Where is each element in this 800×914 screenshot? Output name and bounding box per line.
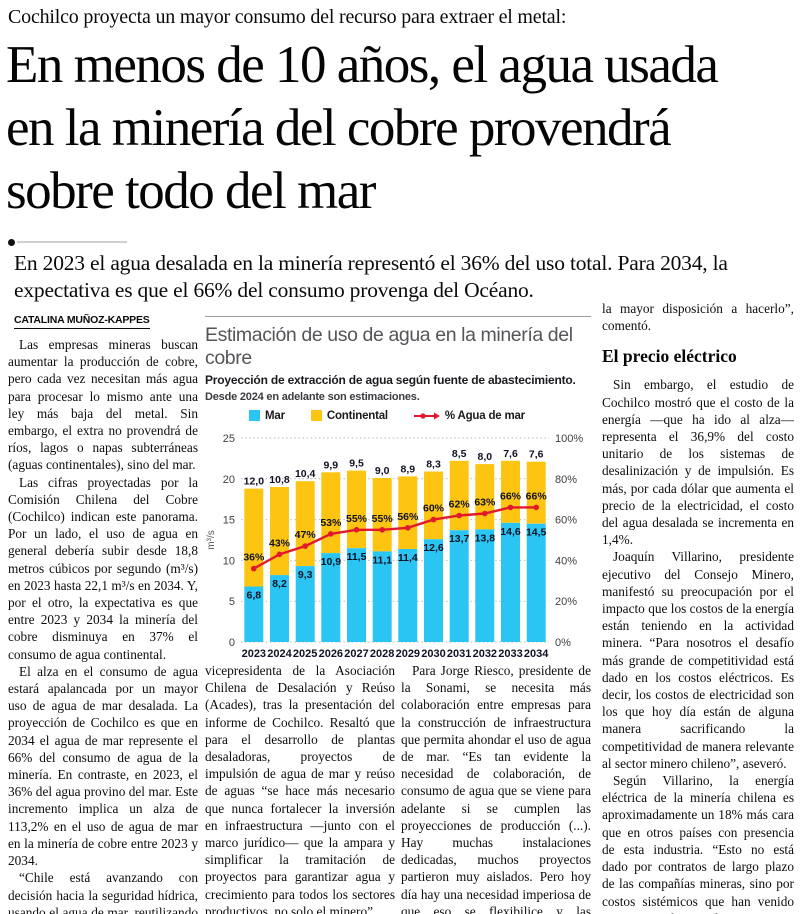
section-heading: El precio eléctrico xyxy=(602,346,737,367)
paragraph: la mayor disposición a hacerlo”, comentó… xyxy=(602,301,794,334)
svg-text:20%: 20% xyxy=(555,596,577,608)
svg-text:9,0: 9,0 xyxy=(375,465,390,477)
paragraph: El alza en el consumo de agua estará apa… xyxy=(8,663,198,869)
svg-text:2031: 2031 xyxy=(447,648,471,660)
svg-text:2025: 2025 xyxy=(293,648,317,660)
svg-text:2023: 2023 xyxy=(242,648,266,660)
svg-text:2027: 2027 xyxy=(344,648,368,660)
paragraph: vicepresidenta de la Asociación Chilena … xyxy=(205,663,395,914)
article-column-1: Las empresas mineras buscan aumentar la … xyxy=(8,336,198,914)
svg-text:40%: 40% xyxy=(555,555,577,567)
continental-swatch-icon xyxy=(310,410,322,421)
svg-text:60%: 60% xyxy=(555,515,577,527)
headline: En menos de 10 años, el agua usada en la… xyxy=(6,36,719,220)
svg-text:20: 20 xyxy=(223,474,235,486)
svg-text:63%: 63% xyxy=(474,497,496,509)
chart-subtitle: Proyección de extracción de agua según f… xyxy=(205,373,576,387)
mar-swatch-icon xyxy=(249,410,260,421)
svg-text:8,3: 8,3 xyxy=(426,459,441,471)
legend-item-mar: Mar xyxy=(249,410,285,422)
legend-item-line: % Agua de mar xyxy=(413,409,525,422)
paragraph: Las cifras proyectadas por la Comisión C… xyxy=(8,474,198,662)
svg-text:2028: 2028 xyxy=(370,648,394,660)
svg-text:55%: 55% xyxy=(346,513,368,525)
paragraph: “Chile está avanzando con decisión hacia… xyxy=(8,870,198,914)
paragraph: Según Villarino, la energía eléctrica de… xyxy=(602,773,794,914)
svg-text:0%: 0% xyxy=(555,637,571,649)
svg-text:11,4: 11,4 xyxy=(398,552,418,564)
svg-text:60%: 60% xyxy=(423,503,445,515)
svg-text:7,6: 7,6 xyxy=(529,449,544,461)
article-column-4: la mayor disposición a hacerlo”, comentó… xyxy=(602,300,794,914)
svg-text:2034: 2034 xyxy=(524,648,549,660)
legend-label: Mar xyxy=(265,409,285,422)
svg-text:56%: 56% xyxy=(397,511,419,523)
svg-text:6,8: 6,8 xyxy=(247,590,262,602)
svg-text:8,5: 8,5 xyxy=(452,448,467,460)
headline-divider xyxy=(8,238,127,246)
chart-title: Estimación de uso de agua en la minería … xyxy=(205,324,573,369)
svg-text:5: 5 xyxy=(229,596,235,608)
divider-rule xyxy=(17,241,127,243)
svg-text:7,6: 7,6 xyxy=(503,448,518,460)
paragraph: Las empresas mineras buscan aumentar la … xyxy=(8,337,198,473)
svg-text:8,9: 8,9 xyxy=(401,463,416,475)
svg-text:47%: 47% xyxy=(295,529,317,541)
svg-text:2030: 2030 xyxy=(421,648,445,660)
svg-text:9,5: 9,5 xyxy=(349,458,364,470)
water-use-chart: 0 0% 5 20% 10 40% 15 60% 20 80% 25 100% m³/s 12,0 6,8 2… xyxy=(206,433,583,660)
svg-text:36%: 36% xyxy=(243,552,265,564)
svg-text:66%: 66% xyxy=(500,490,522,502)
paragraph: Sin embargo, el estudio de Cochilco most… xyxy=(602,377,794,548)
svg-text:8,2: 8,2 xyxy=(272,578,287,590)
legend-label: Continental xyxy=(326,409,388,422)
svg-text:9,3: 9,3 xyxy=(298,569,313,581)
svg-text:10,9: 10,9 xyxy=(321,556,342,568)
svg-text:0: 0 xyxy=(229,637,235,649)
svg-text:2024: 2024 xyxy=(267,648,292,660)
svg-text:10,4: 10,4 xyxy=(295,468,316,480)
svg-text:10,8: 10,8 xyxy=(269,474,290,486)
svg-text:80%: 80% xyxy=(555,474,577,486)
byline: CATALINA MUÑOZ-KAPPES xyxy=(14,314,150,329)
svg-text:2032: 2032 xyxy=(473,648,497,660)
paragraph: Para Jorge Riesco, presidente de la Sona… xyxy=(401,663,591,914)
svg-text:m³/s: m³/s xyxy=(206,530,217,549)
svg-text:53%: 53% xyxy=(320,517,342,529)
svg-text:12,0: 12,0 xyxy=(244,476,265,488)
svg-text:66%: 66% xyxy=(526,490,548,502)
svg-text:13,8: 13,8 xyxy=(475,532,496,544)
kicker: Cochilco proyecta un mayor consumo del r… xyxy=(8,6,567,28)
svg-text:14,5: 14,5 xyxy=(526,527,547,539)
line-arrow-icon xyxy=(413,412,440,419)
paragraph: Joaquín Villarino, presidente ejecutivo … xyxy=(602,549,794,771)
svg-text:100%: 100% xyxy=(555,433,583,445)
svg-text:2033: 2033 xyxy=(498,648,522,660)
svg-text:55%: 55% xyxy=(372,513,394,525)
svg-text:14,6: 14,6 xyxy=(500,526,521,538)
svg-text:13,7: 13,7 xyxy=(449,533,470,545)
bullet-dot-icon xyxy=(8,238,15,246)
article-column-3: Para Jorge Riesco, presidente de la Sona… xyxy=(401,662,591,914)
svg-text:62%: 62% xyxy=(449,499,471,511)
svg-text:10: 10 xyxy=(223,555,235,567)
legend-item-continental: Continental xyxy=(310,409,388,422)
subheadline: En 2023 el agua desalada en la minería r… xyxy=(14,251,728,302)
chart-legend: Mar Continental % Agua de mar xyxy=(249,408,591,423)
svg-text:8,0: 8,0 xyxy=(478,451,493,463)
svg-text:2029: 2029 xyxy=(396,648,420,660)
article-column-2: vicepresidenta de la Asociación Chilena … xyxy=(205,662,395,914)
svg-text:9,9: 9,9 xyxy=(324,459,339,471)
svg-text:25: 25 xyxy=(223,433,235,445)
svg-text:11,5: 11,5 xyxy=(347,551,367,563)
chart-block: Estimación de uso de agua en la minería … xyxy=(205,316,591,660)
svg-text:12,6: 12,6 xyxy=(423,542,444,554)
chart-note: Desde 2024 en adelante son estimaciones. xyxy=(205,391,420,403)
svg-text:15: 15 xyxy=(223,515,235,527)
svg-text:11,1: 11,1 xyxy=(372,554,392,566)
svg-text:2026: 2026 xyxy=(319,648,343,660)
legend-label: % Agua de mar xyxy=(444,409,525,422)
svg-text:43%: 43% xyxy=(269,537,291,549)
